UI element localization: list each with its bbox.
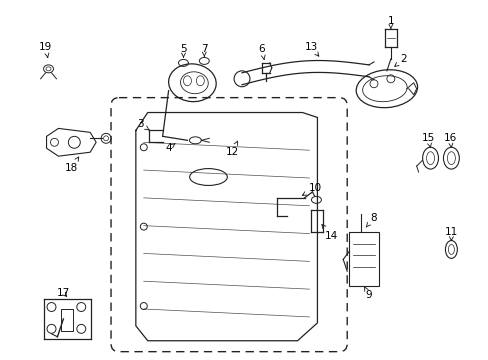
Text: 11: 11 [444,226,457,240]
Text: 3: 3 [137,120,149,130]
Text: 9: 9 [364,287,371,300]
Text: 2: 2 [394,54,406,67]
Text: 14: 14 [321,225,337,240]
Text: 18: 18 [64,157,79,173]
Text: 6: 6 [258,44,264,60]
Text: 4: 4 [165,143,175,153]
Text: 8: 8 [366,213,377,227]
Text: 15: 15 [421,133,434,147]
Text: 1: 1 [387,16,393,29]
Text: 17: 17 [57,288,70,298]
Text: 5: 5 [180,44,186,57]
Text: 12: 12 [225,141,238,157]
Bar [61,309,73,331]
Text: 13: 13 [304,42,318,56]
Text: 16: 16 [443,133,456,147]
Text: 10: 10 [302,183,322,195]
Text: 19: 19 [39,42,52,58]
Text: 7: 7 [201,44,207,57]
